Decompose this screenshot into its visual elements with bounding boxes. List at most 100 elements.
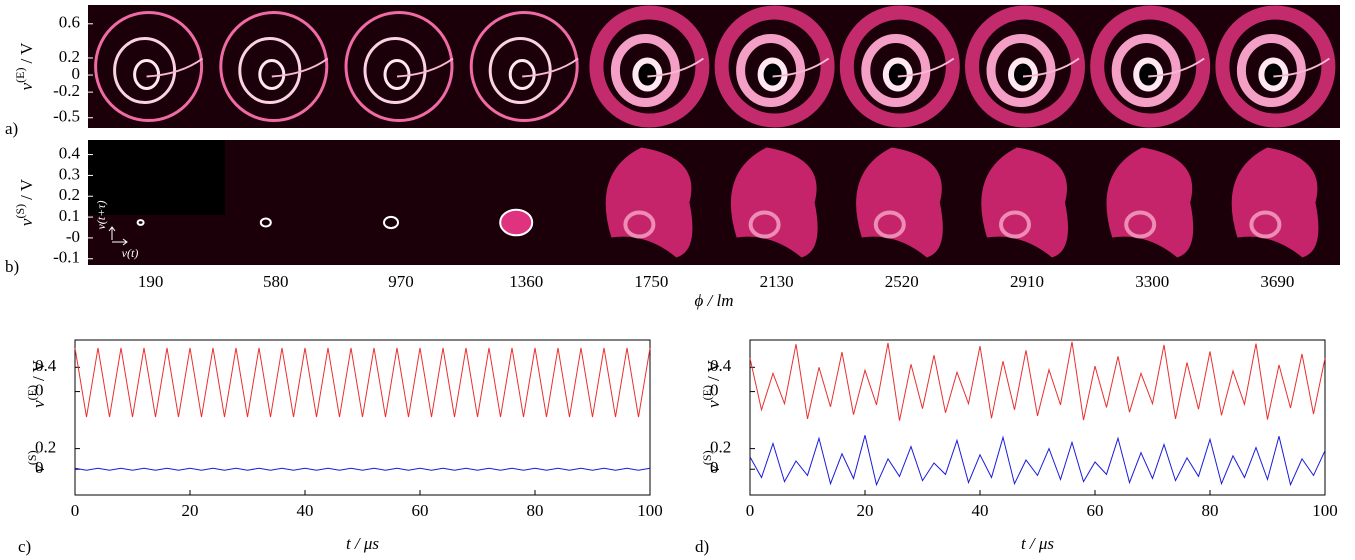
y-tick-label: 0.2: [710, 438, 731, 457]
x-tick-label: 970: [388, 272, 414, 291]
y-axis-label: v(E) / V: [700, 359, 723, 408]
portrait-tail: [1273, 57, 1330, 78]
y-label-superscript: (E): [13, 68, 27, 83]
x-tick-label: 80: [527, 501, 544, 520]
portrait-ring: [736, 34, 806, 107]
y-label-superscript: (S): [25, 450, 39, 465]
y-tick-label: 0.1: [59, 206, 80, 225]
y-tick-label: 0.6: [59, 13, 80, 32]
panel-label: a): [5, 119, 18, 138]
portrait-tail: [271, 57, 329, 78]
series-line: [74, 467, 651, 471]
portrait-core: [623, 210, 656, 239]
y-tick-label: -0.5: [53, 107, 80, 126]
portrait-tail: [396, 57, 454, 78]
portrait-ring: [861, 34, 931, 107]
portrait-tail: [1022, 57, 1080, 78]
y-tick-label: 0.2: [35, 438, 56, 457]
x-tick-label: 60: [412, 501, 429, 520]
portrait-ring: [610, 34, 680, 107]
panel-label: d): [695, 537, 709, 556]
y-label-symbol: v: [704, 400, 723, 408]
x-tick-label: 0: [71, 501, 80, 520]
portrait-blob: [499, 208, 534, 237]
x-tick-label: 20: [182, 501, 199, 520]
x-tick-label: 580: [263, 272, 289, 291]
y-axis-label: v(S): [25, 450, 48, 472]
portrait-ring: [589, 5, 710, 128]
x-tick-label: 100: [1312, 501, 1338, 520]
y-tick-label: 0: [72, 64, 81, 83]
y-tick-label: 0: [35, 458, 44, 477]
y-label-symbol: v: [29, 465, 48, 473]
portrait-ring: [882, 57, 913, 92]
y-tick-label: 0: [35, 380, 44, 399]
y-tick-label: 0.3: [59, 164, 80, 183]
image-patch: [88, 140, 225, 215]
portrait-ring: [1008, 57, 1038, 92]
y-label-unit: / V: [29, 359, 48, 381]
y-tick-label: 0.4: [59, 143, 81, 162]
y-tick-label: -0.1: [53, 248, 80, 267]
portrait-ring: [1090, 5, 1211, 128]
portrait-blob: [259, 217, 272, 228]
portrait-ring: [1258, 57, 1289, 92]
x-axis-label: t / μs: [346, 534, 379, 553]
y-tick-label: 0.4: [35, 356, 57, 375]
y-label-superscript: (S): [700, 450, 714, 465]
y-label-superscript: (S): [13, 204, 27, 219]
portrait-ring: [1133, 57, 1164, 92]
portrait-ring: [363, 37, 427, 104]
series-line: [749, 435, 1326, 487]
portrait-ring: [757, 57, 788, 92]
x-tick-label: 1360: [509, 272, 543, 291]
x-tick-label: 3300: [1135, 272, 1169, 291]
x-tick-label: 60: [1087, 501, 1104, 520]
y-axis-label: v(S): [700, 450, 723, 472]
y-label-superscript: (E): [700, 385, 714, 400]
portrait-ring: [632, 57, 663, 92]
portrait-tail: [772, 57, 830, 78]
y-label-unit: / V: [17, 178, 36, 200]
inset-arrows: [108, 226, 128, 246]
series-line: [74, 347, 651, 418]
y-axis-label: v(E) / V: [13, 42, 36, 91]
portrait-ring: [469, 11, 579, 122]
x-tick-label: 100: [637, 501, 663, 520]
portrait-core: [1249, 210, 1282, 239]
portrait-ring: [839, 5, 960, 128]
y-tick-label: 0: [710, 380, 719, 399]
portrait-ring: [113, 37, 177, 104]
x-tick-label: 40: [297, 501, 314, 520]
portrait-tail: [522, 57, 579, 78]
series-line: [749, 341, 1326, 421]
y-tick-label: 0.4: [710, 356, 732, 375]
portrait-ring: [1236, 34, 1306, 107]
x-tick-label: 0: [746, 501, 755, 520]
portrait-ring: [488, 37, 552, 104]
inset-x-label: v(t): [122, 246, 139, 260]
portrait-ring: [219, 11, 329, 122]
plot-frame: [749, 339, 1326, 496]
portrait-blob: [136, 219, 145, 226]
y-tick-label: -0.2: [53, 81, 80, 100]
portrait-tail: [647, 57, 704, 78]
portrait-ring: [986, 34, 1056, 107]
portrait-ring: [94, 11, 204, 122]
portrait-tail: [897, 57, 955, 78]
panel-label: b): [5, 257, 19, 276]
x-tick-label: 40: [972, 501, 989, 520]
portrait-ring: [1215, 5, 1336, 128]
portrait-core: [999, 210, 1031, 239]
portrait-ring: [344, 11, 454, 122]
y-axis-label: v(E) / V: [25, 359, 48, 408]
portrait-tail: [1148, 57, 1205, 78]
inset-y-label: v(t+τ): [94, 200, 108, 229]
portrait-core: [873, 210, 906, 239]
y-label-symbol: v: [17, 82, 36, 90]
portrait-ring: [965, 5, 1085, 128]
x-tick-label: 2910: [1010, 272, 1044, 291]
portrait-core: [748, 210, 781, 239]
x-tick-label: 1750: [634, 272, 668, 291]
